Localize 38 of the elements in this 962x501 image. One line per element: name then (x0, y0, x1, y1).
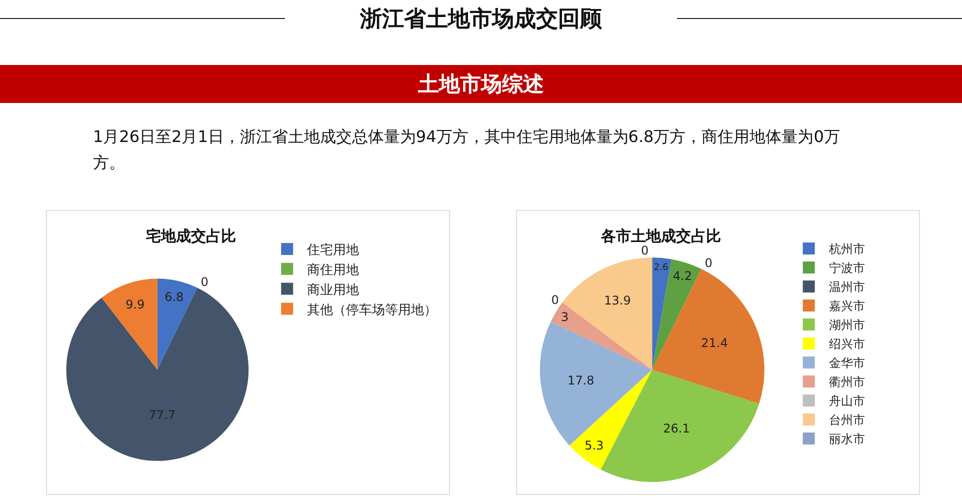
data-label: 77.7 (148, 408, 176, 422)
text: 土地市场综述 (0, 65, 962, 103)
chart-title: 宅地成交占比 (146, 227, 236, 246)
data-label: 26.1 (663, 422, 690, 436)
data-label: 2.6 (654, 262, 668, 273)
pie-slice (66, 288, 248, 461)
text: 0 (200, 275, 208, 290)
text: 浙江省土地市场成交回顾 (358, 6, 603, 34)
data-label: 17.8 (568, 373, 594, 388)
pie-slice (157, 278, 198, 370)
legend-label: 宁波市 (828, 261, 865, 276)
legend-label: 湖州市 (828, 318, 865, 332)
legend-label: 衢州市 (828, 375, 865, 390)
legend-label: 金华市 (828, 356, 865, 370)
data-label: 5.3 (584, 438, 604, 453)
legend-label: 台州市 (828, 413, 865, 428)
legend-label: 温州市 (828, 280, 865, 294)
text: 0 (640, 244, 649, 258)
chart-title: 各市土地成交占比 (600, 227, 721, 246)
legend-label: 丽水市 (828, 432, 865, 446)
data-label: 6.8 (164, 290, 184, 304)
pie-slice (102, 278, 158, 370)
legend-label: 商业用地 (307, 282, 360, 298)
text: 0 (704, 256, 712, 270)
text: 0 (551, 292, 559, 307)
legend-label: 住宅用地 (306, 242, 360, 258)
data-label: 4.2 (672, 269, 692, 284)
text: 1月26日至2月1日，浙江省土地成交总体量为94万方，其中住宅用地体量为6.8万方，商住用地体量为0万方。 (93, 126, 841, 174)
legend-label: 其他（停车场等用地） (307, 302, 438, 318)
data-label: 3 (561, 310, 569, 324)
legend-label: 杭州市 (828, 242, 865, 256)
data-label: 21.4 (701, 336, 728, 350)
legend-label: 舟山市 (828, 394, 865, 408)
legend-label: 嘉兴市 (828, 299, 865, 314)
legend-label: 商住用地 (307, 262, 360, 278)
legend-label: 绍兴市 (828, 337, 865, 352)
data-label: 13.9 (604, 293, 631, 308)
data-label: 9.9 (126, 298, 145, 312)
